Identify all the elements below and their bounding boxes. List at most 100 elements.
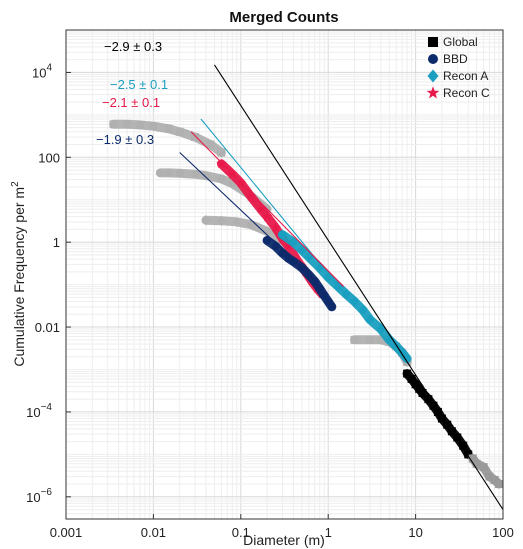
- x-tick-label: 0.001: [50, 525, 83, 540]
- slope-annotations: −2.9 ± 0.3 −2.5 ± 0.1 −2.1 ± 0.1 −1.9 ± 0.3: [96, 39, 168, 147]
- chart-title: Merged Counts: [229, 9, 338, 26]
- data-point: [365, 335, 374, 344]
- fit-line: [179, 152, 321, 286]
- data-point: [341, 288, 351, 300]
- data-point: [402, 353, 412, 364]
- data-point: [464, 450, 473, 459]
- data-point: [443, 420, 452, 429]
- data-point: [175, 127, 184, 136]
- data-point: [206, 140, 215, 149]
- data-point: [459, 441, 468, 450]
- data-point: [490, 475, 499, 484]
- data-point: [304, 251, 314, 263]
- data-point: [479, 463, 488, 472]
- data-point: [246, 219, 256, 230]
- data-point: [403, 369, 412, 378]
- y-axis-label-text: Cumulative Frequency per m: [11, 187, 27, 367]
- data-point: [358, 304, 368, 316]
- x-tick-label: 0.01: [141, 525, 166, 540]
- data-point: [384, 334, 394, 346]
- data-point: [164, 124, 173, 133]
- series-global-gray-: [109, 119, 226, 157]
- data-point: [365, 314, 375, 325]
- data-point: [289, 257, 298, 266]
- data-point: [255, 203, 267, 214]
- x-tick-label: 1: [325, 525, 332, 540]
- data-point: [411, 380, 420, 389]
- y-tick-label: 10−6: [26, 487, 52, 505]
- y-tick-exponent: −4: [41, 402, 53, 413]
- data-point: [109, 120, 118, 129]
- data-point: [376, 335, 385, 344]
- data-point: [191, 170, 200, 179]
- legend-label: BBD: [443, 52, 468, 66]
- legend-marker: [427, 69, 439, 83]
- data-point: [217, 148, 226, 157]
- data-point: [327, 302, 336, 311]
- y-tick-label: 100: [38, 150, 60, 165]
- data-point: [376, 323, 386, 335]
- series-global-tail-gray-: [468, 454, 504, 489]
- slope-annotation: −2.1 ± 0.1: [102, 95, 160, 110]
- data-point: [437, 414, 446, 423]
- data-point: [453, 433, 462, 442]
- y-tick-label: 104: [32, 62, 52, 80]
- data-point: [310, 277, 319, 286]
- slope-annotation: −1.9 ± 0.3: [96, 132, 154, 147]
- y-tick-exponent: 4: [46, 62, 52, 73]
- data-point: [418, 388, 427, 397]
- legend-item: Recon A: [427, 69, 488, 83]
- data-point: [323, 271, 333, 283]
- y-tick-label: 1: [53, 235, 60, 250]
- x-tick-label: 10: [408, 525, 422, 540]
- x-axis-ticks: 0.001 0.01 0.1 1 10 100: [50, 514, 514, 540]
- y-tick-base: 10: [26, 405, 40, 420]
- data-point: [407, 374, 416, 383]
- data-point: [164, 168, 173, 177]
- y-axis-label-superscript: 2: [10, 181, 21, 187]
- data-point: [320, 291, 329, 300]
- legend-marker: [428, 54, 438, 64]
- data-point: [350, 296, 359, 307]
- data-point: [245, 191, 256, 201]
- x-tick-label: 100: [492, 525, 514, 540]
- fit-line: [190, 131, 344, 287]
- data-point: [123, 120, 132, 129]
- x-tick-label: 0.1: [232, 525, 250, 540]
- data-point: [495, 480, 504, 489]
- legend-marker: [428, 37, 438, 47]
- y-tick-label: 0.01: [35, 320, 60, 335]
- legend-label: Recon A: [443, 69, 488, 83]
- data-point: [263, 236, 272, 245]
- data-point: [156, 168, 165, 177]
- data-point: [201, 214, 211, 226]
- y-axis-label: Cumulative Frequency per m2: [10, 181, 27, 367]
- data-point: [202, 171, 211, 180]
- x-axis-label: Diameter (m): [243, 532, 325, 548]
- fit-line: [200, 118, 355, 306]
- legend-item: Global: [428, 35, 478, 49]
- data-point: [216, 158, 227, 169]
- legend-item: BBD: [428, 52, 468, 66]
- data-point: [468, 454, 477, 463]
- data-point: [424, 395, 433, 404]
- data-point: [232, 216, 242, 228]
- slope-annotation: −2.9 ± 0.3: [104, 39, 162, 54]
- data-point: [175, 169, 184, 178]
- data-point: [485, 472, 494, 481]
- legend-item: Recon C: [426, 86, 490, 100]
- data-point: [283, 240, 294, 251]
- y-tick-base: 100: [38, 150, 60, 165]
- plot-frame: [65, 29, 504, 520]
- y-tick-base: 10: [32, 65, 46, 80]
- fit-line: [214, 64, 504, 510]
- legend-label: Recon C: [443, 86, 490, 100]
- legend: Global BBD Recon A Recon C: [426, 35, 490, 100]
- data-point: [149, 122, 158, 131]
- y-tick-exponent: −6: [41, 487, 53, 498]
- y-tick-label: 10−4: [26, 402, 52, 420]
- data-point: [217, 174, 226, 183]
- fit-lines: [179, 64, 504, 510]
